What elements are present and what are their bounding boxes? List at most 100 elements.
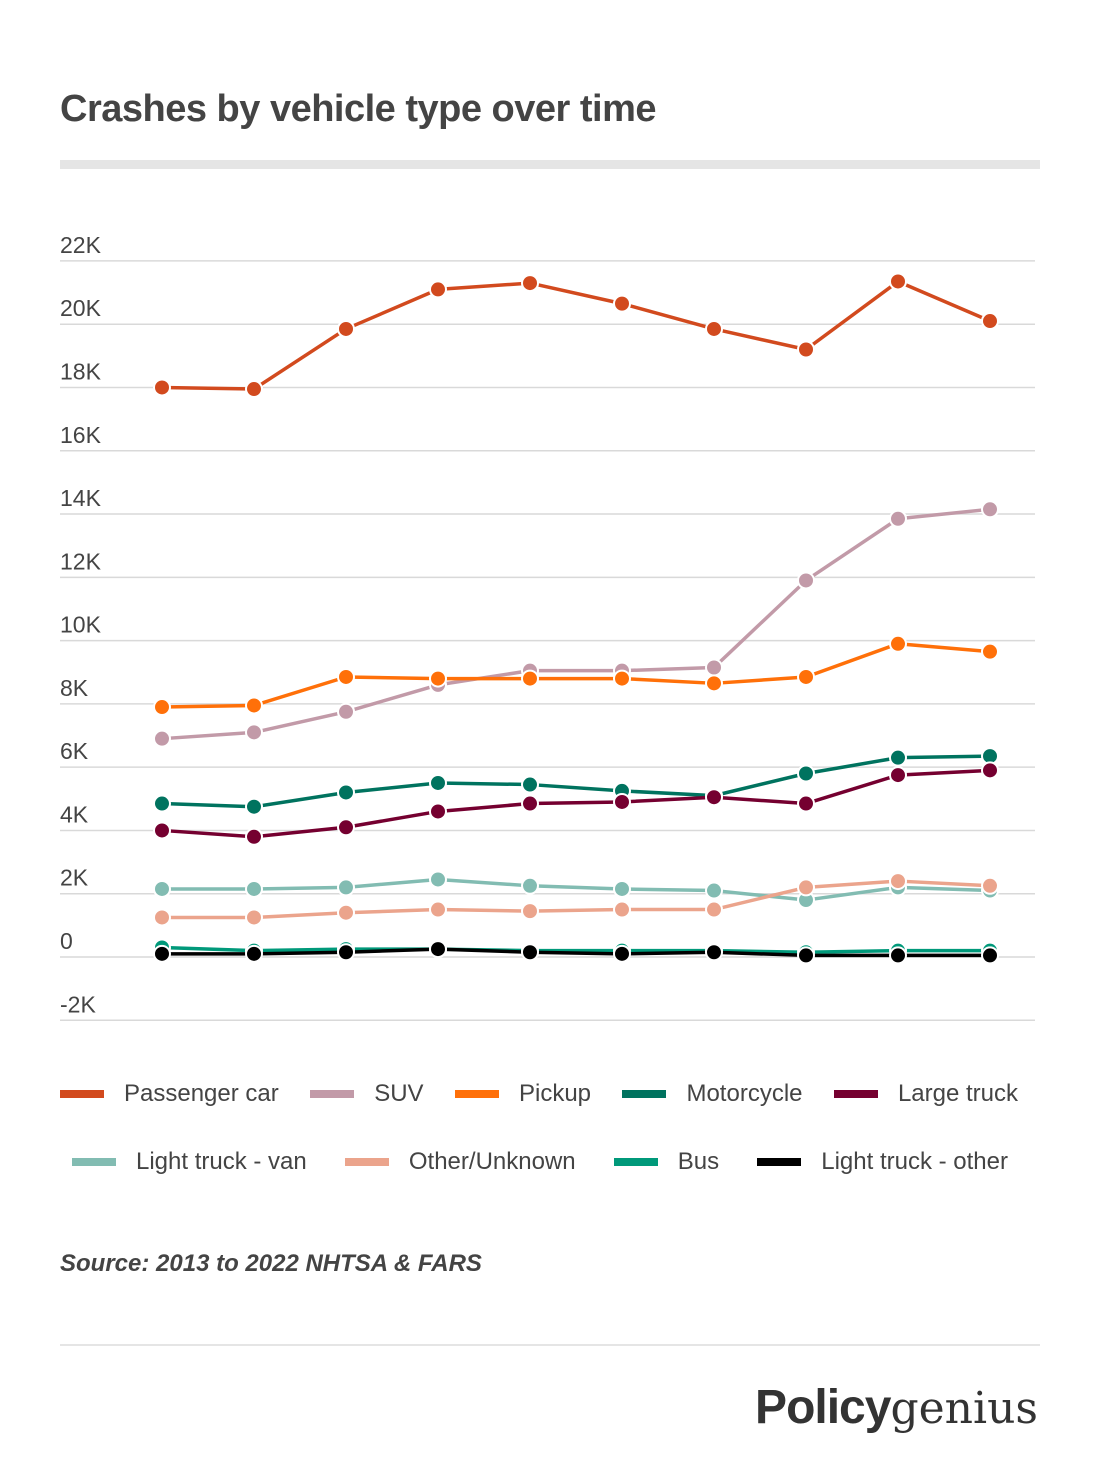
data-point: [429, 802, 447, 821]
series-line: [161, 507, 991, 741]
data-point: [521, 775, 539, 794]
legend-label: Pickup: [518, 1080, 592, 1107]
data-point: [245, 797, 263, 816]
data-point: [981, 876, 999, 895]
legend-label: Light truck - van: [136, 1148, 307, 1175]
data-point: [337, 783, 355, 802]
data-point: [613, 900, 631, 919]
legend-swatch: [344, 1158, 389, 1166]
data-point: [153, 944, 171, 963]
data-point: [981, 312, 999, 331]
legend-swatch: [72, 1158, 116, 1166]
data-point: [153, 378, 171, 397]
legend-row-2: Light truck - van Other/Unknown Bus Light t…: [72, 1148, 1008, 1176]
data-point: [613, 669, 631, 688]
y-tick-label: -2K: [60, 991, 96, 1017]
series-line: [161, 754, 991, 809]
data-point: [429, 280, 447, 299]
data-point: [337, 702, 355, 721]
legend-item: Light truck - van: [72, 1148, 307, 1176]
data-point: [521, 669, 539, 688]
legend-item: Bus: [613, 1148, 720, 1176]
data-point: [889, 509, 907, 528]
legend-swatch: [613, 1158, 658, 1166]
series-line: [162, 879, 991, 920]
data-point: [337, 878, 355, 897]
series-line: [162, 877, 991, 902]
line-chart: 22K 20K 18K 16K 14K 12K 10K 8K 6K 4K 2K 0 -2K: [60, 232, 1035, 1022]
legend-label: Motorcycle: [686, 1080, 803, 1107]
title-divider: [60, 160, 1040, 169]
data-point: [613, 294, 631, 313]
data-point: [429, 900, 447, 919]
data-point: [981, 761, 999, 780]
data-point: [245, 827, 263, 846]
data-point: [337, 319, 355, 338]
data-point: [521, 794, 539, 813]
footer-divider: [60, 1344, 1040, 1346]
legend-item: Other/Unknown: [344, 1148, 576, 1176]
data-point: [889, 634, 907, 653]
data-point: [613, 879, 631, 898]
data-point: [797, 794, 815, 813]
y-tick-label: 6K: [60, 738, 89, 764]
legend-item: SUV: [310, 1080, 424, 1108]
y-tick-label: 2K: [60, 865, 89, 891]
y-tick-label: 12K: [60, 548, 102, 574]
data-point: [705, 788, 723, 807]
data-point: [705, 881, 723, 900]
data-point: [429, 870, 447, 889]
series-line: [162, 947, 990, 958]
legend-swatch: [833, 1090, 878, 1098]
data-point: [429, 669, 447, 688]
data-point: [245, 723, 263, 742]
legend-row-1: Passenger car SUV Pickup Motorcycle Large tr…: [60, 1080, 1018, 1108]
data-point: [521, 902, 539, 921]
data-point: [705, 319, 723, 338]
data-point: [889, 766, 907, 785]
data-point: [613, 944, 631, 963]
legend-swatch: [757, 1158, 802, 1166]
y-tick-label: 18K: [60, 358, 102, 384]
legend-item: Pickup: [454, 1080, 592, 1108]
legend-swatch: [310, 1090, 355, 1098]
data-point: [521, 274, 539, 293]
legend-swatch: [454, 1090, 499, 1098]
y-tick-label: 22K: [60, 232, 102, 258]
data-point: [797, 878, 815, 897]
series-line: [161, 768, 991, 839]
legend-swatch: [622, 1090, 667, 1098]
data-point: [705, 674, 723, 693]
data-point: [153, 879, 171, 898]
data-point: [981, 500, 999, 519]
data-point: [705, 943, 723, 962]
data-point: [613, 792, 631, 811]
data-point: [981, 642, 999, 661]
data-point: [705, 658, 723, 677]
y-tick-label: 10K: [60, 612, 102, 638]
data-point: [429, 940, 447, 959]
data-point: [521, 943, 539, 962]
y-tick-label: 4K: [60, 801, 89, 827]
data-point: [245, 879, 263, 898]
legend-label: SUV: [374, 1080, 424, 1107]
series-line: [161, 945, 990, 955]
legend-label: Bus: [677, 1148, 720, 1175]
data-point: [889, 748, 907, 767]
logo-part-2: genius: [890, 1383, 1038, 1434]
data-point: [889, 872, 907, 891]
series-line: [161, 279, 991, 391]
data-point: [797, 340, 815, 359]
data-point: [797, 667, 815, 686]
data-point: [889, 272, 907, 291]
legend-label: Large truck: [897, 1080, 1018, 1107]
policygenius-logo: Policygenius: [755, 1380, 1038, 1435]
data-point: [797, 764, 815, 783]
data-point: [521, 876, 539, 895]
data-point: [153, 908, 171, 927]
y-tick-label: 0: [60, 928, 73, 954]
data-point: [245, 696, 263, 715]
series-line: [161, 642, 991, 709]
data-point: [245, 944, 263, 963]
data-point: [245, 908, 263, 927]
